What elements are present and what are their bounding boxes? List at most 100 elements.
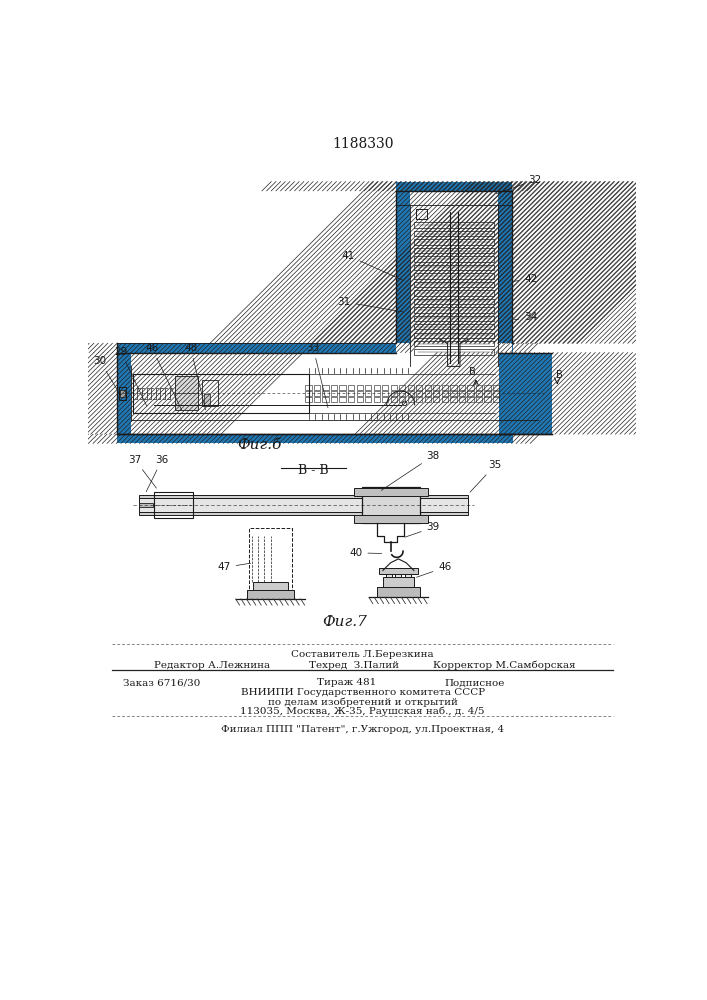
Bar <box>373 391 380 396</box>
Text: B - B: B - B <box>298 464 329 477</box>
Bar <box>416 209 427 219</box>
Text: ВНИИПИ Государственного комитета СССР: ВНИИПИ Государственного комитета СССР <box>240 688 485 697</box>
Bar <box>476 397 482 402</box>
Bar <box>132 374 309 413</box>
Bar <box>442 385 448 389</box>
Bar <box>382 391 388 396</box>
Bar <box>414 299 493 304</box>
Bar <box>391 385 397 389</box>
Bar <box>414 307 493 312</box>
Text: 48: 48 <box>184 343 206 410</box>
Bar <box>386 572 392 578</box>
Bar <box>396 182 410 343</box>
Text: 29: 29 <box>115 347 147 406</box>
Text: 38: 38 <box>381 451 440 490</box>
Text: Подписное: Подписное <box>445 678 506 687</box>
Bar <box>356 385 363 389</box>
Text: Тираж 481: Тираж 481 <box>317 678 376 687</box>
Bar <box>354 488 428 496</box>
Bar <box>414 324 493 329</box>
Bar <box>139 495 468 498</box>
Bar <box>498 182 512 343</box>
Text: по делам изобретений и открытий: по делам изобретений и открытий <box>268 698 457 707</box>
Bar <box>382 397 388 402</box>
Bar <box>305 397 312 402</box>
Bar <box>117 353 131 434</box>
Bar <box>314 385 320 389</box>
Text: B: B <box>469 367 476 377</box>
Bar <box>414 290 493 296</box>
Text: 41: 41 <box>341 251 404 281</box>
Bar <box>499 353 552 434</box>
Bar <box>379 568 418 574</box>
Bar <box>493 391 499 396</box>
Bar <box>408 391 414 396</box>
Bar <box>399 397 405 402</box>
Bar <box>305 385 312 389</box>
Bar <box>433 397 440 402</box>
Bar <box>331 385 337 389</box>
Bar <box>414 239 493 245</box>
Bar <box>322 385 329 389</box>
Bar <box>399 391 405 396</box>
Bar <box>322 397 329 402</box>
Bar <box>459 397 465 402</box>
Text: 39: 39 <box>405 522 440 537</box>
Bar <box>314 391 320 396</box>
Bar <box>433 385 440 389</box>
Bar <box>414 316 493 321</box>
Bar <box>484 397 491 402</box>
Bar <box>154 492 193 518</box>
Bar <box>408 397 414 402</box>
Bar <box>408 385 414 389</box>
Bar <box>339 385 346 389</box>
Bar <box>139 512 468 515</box>
Bar <box>414 273 493 279</box>
Bar <box>202 380 218 406</box>
Bar <box>391 391 397 396</box>
Text: 36: 36 <box>146 455 169 492</box>
Bar <box>459 391 465 396</box>
Bar <box>117 434 513 443</box>
Bar <box>396 182 512 191</box>
Bar <box>348 385 354 389</box>
Bar <box>339 391 346 396</box>
Bar <box>139 498 468 512</box>
Text: 1188330: 1188330 <box>332 137 394 151</box>
Bar <box>476 391 482 396</box>
Text: 35: 35 <box>470 460 502 492</box>
Bar <box>373 385 380 389</box>
Bar <box>356 391 363 396</box>
Text: Фиг.б: Фиг.б <box>237 438 281 452</box>
Bar <box>249 528 292 591</box>
Bar <box>467 385 474 389</box>
Bar <box>414 222 493 228</box>
Text: 46: 46 <box>146 343 182 410</box>
Bar <box>433 391 440 396</box>
Bar <box>331 397 337 402</box>
Bar <box>365 397 371 402</box>
Bar <box>414 282 493 287</box>
Bar <box>416 397 422 402</box>
Bar <box>425 397 431 402</box>
Text: 47: 47 <box>217 562 251 572</box>
Text: 42: 42 <box>514 274 537 284</box>
Text: 30: 30 <box>93 356 120 395</box>
Text: 40: 40 <box>349 548 382 558</box>
Bar <box>395 572 402 578</box>
Bar <box>493 385 499 389</box>
Bar <box>493 397 499 402</box>
Bar <box>399 385 405 389</box>
Bar <box>512 343 513 353</box>
Bar <box>414 333 493 338</box>
Bar <box>484 391 491 396</box>
Bar <box>416 385 422 389</box>
Bar <box>305 391 312 396</box>
Bar <box>247 590 293 599</box>
Text: 32: 32 <box>496 175 542 194</box>
Text: B: B <box>556 370 563 380</box>
Bar <box>450 397 457 402</box>
Bar <box>175 376 199 410</box>
Bar <box>459 385 465 389</box>
Text: Редактор А.Лежнина: Редактор А.Лежнина <box>154 661 270 670</box>
